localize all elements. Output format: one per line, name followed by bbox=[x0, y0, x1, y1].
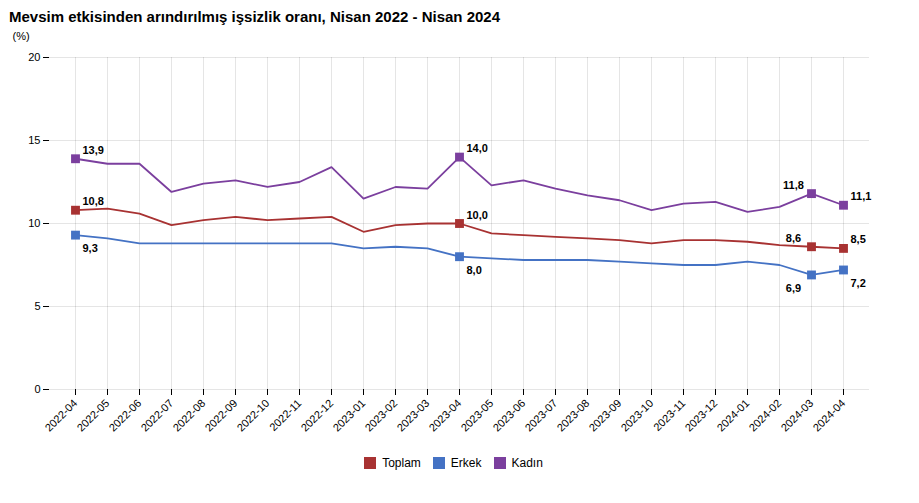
svg-text:2022-10: 2022-10 bbox=[234, 397, 271, 434]
svg-text:9,3: 9,3 bbox=[83, 242, 98, 254]
svg-text:8,0: 8,0 bbox=[467, 264, 482, 276]
svg-text:2022-05: 2022-05 bbox=[74, 397, 111, 434]
svg-text:2023-05: 2023-05 bbox=[458, 397, 495, 434]
svg-text:2022-11: 2022-11 bbox=[267, 397, 303, 433]
svg-text:2023-11: 2023-11 bbox=[651, 397, 687, 433]
svg-text:2022-12: 2022-12 bbox=[298, 397, 335, 434]
svg-text:2022-06: 2022-06 bbox=[106, 397, 143, 434]
svg-text:6,9: 6,9 bbox=[786, 282, 801, 294]
svg-text:2024-01: 2024-01 bbox=[714, 397, 751, 434]
svg-text:10,0: 10,0 bbox=[467, 209, 488, 221]
svg-text:2024-03: 2024-03 bbox=[778, 397, 815, 434]
svg-text:2023-06: 2023-06 bbox=[490, 397, 527, 434]
svg-text:7,2: 7,2 bbox=[851, 277, 866, 289]
svg-text:2023-12: 2023-12 bbox=[682, 397, 719, 434]
html-text:Toplam: Toplam bbox=[382, 455, 421, 470]
svg-text:2022-09: 2022-09 bbox=[202, 397, 239, 434]
svg-text:2022-04: 2022-04 bbox=[42, 397, 79, 434]
svg-text:13,9: 13,9 bbox=[83, 144, 104, 156]
svg-text:2023-02: 2023-02 bbox=[362, 397, 399, 434]
svg-text:8,6: 8,6 bbox=[786, 232, 801, 244]
svg-text:5: 5 bbox=[34, 300, 40, 312]
svg-text:2022-07: 2022-07 bbox=[138, 397, 175, 434]
svg-text:11,8: 11,8 bbox=[783, 179, 804, 191]
html-text:Kadın: Kadın bbox=[511, 455, 543, 470]
svg-text:10,8: 10,8 bbox=[83, 195, 104, 207]
svg-text:2023-08: 2023-08 bbox=[554, 397, 591, 434]
svg-text:2024-02: 2024-02 bbox=[746, 397, 783, 434]
svg-text:11,1: 11,1 bbox=[851, 190, 872, 202]
svg-text:2024-04: 2024-04 bbox=[810, 397, 847, 434]
svg-text:20: 20 bbox=[28, 51, 40, 63]
svg-text:14,0: 14,0 bbox=[467, 142, 488, 154]
svg-text:10: 10 bbox=[28, 217, 40, 229]
svg-text:2023-09: 2023-09 bbox=[586, 397, 623, 434]
html-text:Mevsim etkisinden arındırılmış: Mevsim etkisinden arındırılmış işsizlik … bbox=[9, 8, 500, 25]
svg-text:2023-01: 2023-01 bbox=[330, 397, 367, 434]
svg-text:15: 15 bbox=[28, 134, 40, 146]
svg-text:2022-08: 2022-08 bbox=[170, 397, 207, 434]
svg-text:2023-07: 2023-07 bbox=[522, 397, 559, 434]
svg-text:(%): (%) bbox=[13, 30, 30, 42]
svg-text:0: 0 bbox=[34, 383, 40, 395]
svg-text:8,5: 8,5 bbox=[851, 233, 866, 245]
svg-text:2023-10: 2023-10 bbox=[618, 397, 655, 434]
html-text:Erkek: Erkek bbox=[450, 455, 482, 470]
svg-text:2023-04: 2023-04 bbox=[426, 397, 463, 434]
svg-text:2023-03: 2023-03 bbox=[394, 397, 431, 434]
